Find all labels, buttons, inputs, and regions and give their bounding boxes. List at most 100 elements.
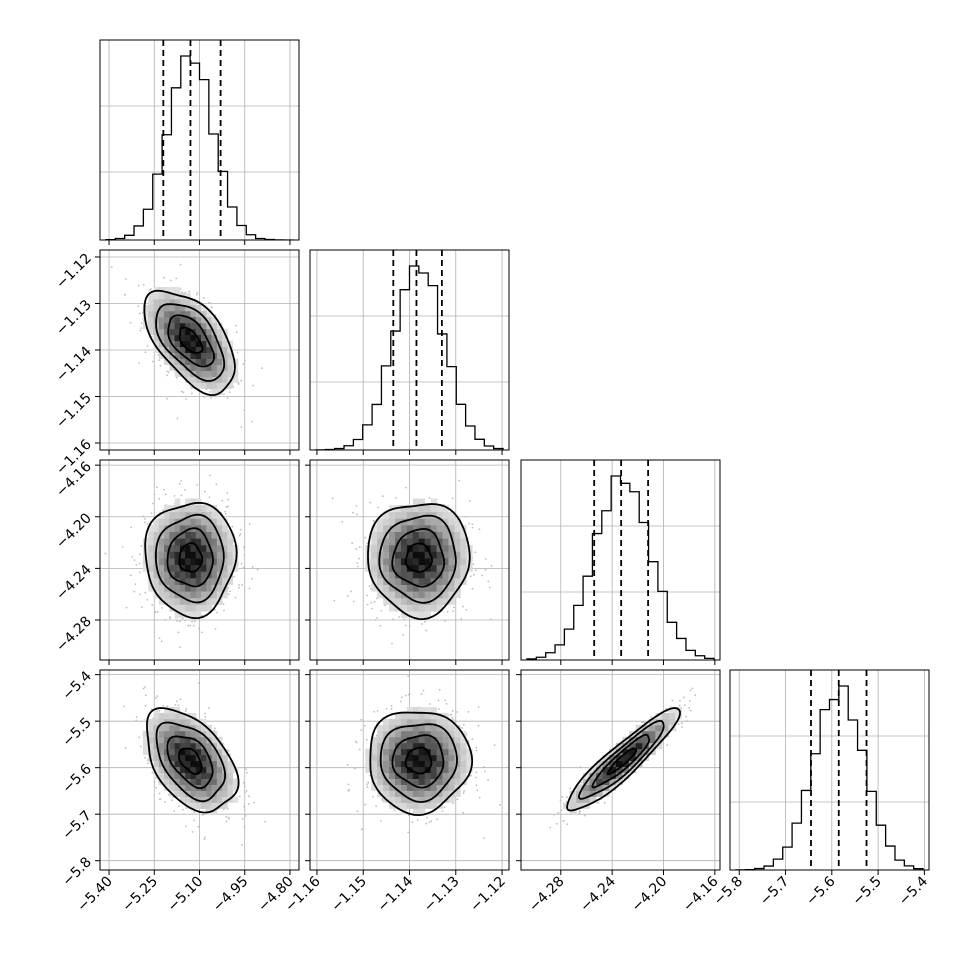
- density-cell: [185, 591, 191, 599]
- density-cell: [158, 558, 165, 566]
- density-cell: [661, 730, 669, 738]
- density-cell: [216, 558, 223, 566]
- density-cell: [406, 724, 414, 732]
- density-cell: [158, 310, 165, 318]
- density-cell: [424, 796, 432, 803]
- contour-line: [167, 314, 215, 368]
- sample-point: [225, 506, 228, 508]
- density-cell: [174, 538, 181, 546]
- density-cell: [185, 730, 191, 738]
- density-cell: [454, 564, 461, 572]
- density-cell: [412, 784, 420, 791]
- sample-point: [161, 607, 163, 609]
- density-cell: [169, 558, 176, 566]
- density-cell: [418, 718, 426, 726]
- sample-point: [681, 726, 683, 728]
- density-cell: [164, 778, 170, 785]
- density-cell: [185, 370, 191, 377]
- sample-point: [163, 488, 166, 491]
- density-cell: [377, 524, 384, 532]
- sample-point: [475, 746, 478, 749]
- density-cell: [436, 564, 443, 572]
- density-cell: [190, 564, 197, 572]
- density-cell: [153, 292, 160, 300]
- sample-point: [250, 577, 253, 580]
- density-cell: [227, 571, 234, 579]
- density-cell: [609, 772, 617, 780]
- density-cell: [232, 376, 239, 383]
- density-cell: [216, 531, 223, 539]
- density-cell: [448, 597, 455, 605]
- joint-panel-3-1: −1.16 −1.15 −1.14 −1.13 −1.12: [282, 669, 510, 915]
- density-cell: [195, 591, 202, 599]
- density-cell: [424, 790, 432, 797]
- density-cell: [158, 766, 165, 774]
- density-cell: [169, 531, 176, 539]
- density-cell: [169, 364, 176, 371]
- density-cell: [179, 298, 186, 306]
- density-cell: [174, 772, 181, 780]
- histogram-panel-1: [309, 249, 510, 455]
- density-cell: [148, 564, 154, 572]
- density-cell: [201, 604, 207, 612]
- density-cell: [448, 571, 455, 579]
- density-cell: [148, 558, 154, 566]
- density-cell: [602, 790, 610, 797]
- density-cell: [596, 784, 604, 791]
- sample-point: [369, 501, 372, 504]
- density-cell: [174, 577, 181, 585]
- density-cell: [206, 584, 212, 592]
- density-cell: [201, 544, 207, 552]
- sample-point: [179, 263, 182, 266]
- density-cell: [661, 724, 669, 732]
- density-cell: [179, 790, 186, 797]
- density-cell: [454, 577, 461, 585]
- density-cell: [169, 328, 176, 336]
- density-cell: [412, 551, 420, 559]
- panel-content: [521, 460, 720, 660]
- density-cell: [206, 310, 212, 318]
- density-cell: [179, 584, 186, 592]
- density-cell: [661, 718, 669, 726]
- density-cell: [642, 748, 650, 756]
- density-cell: [383, 538, 390, 546]
- density-cell: [430, 736, 437, 744]
- sample-point: [156, 610, 159, 613]
- sample-point: [214, 628, 217, 630]
- density-cell: [466, 754, 473, 762]
- density-cell: [400, 796, 408, 803]
- density-cell: [211, 754, 218, 762]
- density-cell: [190, 784, 197, 791]
- density-cell: [418, 754, 426, 762]
- density-cell: [389, 730, 396, 738]
- density-cell: [394, 736, 402, 744]
- density-cell: [153, 584, 160, 592]
- sample-point: [469, 774, 472, 777]
- density-cell: [164, 292, 170, 300]
- density-cell: [179, 505, 186, 513]
- density-cell: [211, 511, 218, 519]
- density-cell: [164, 706, 170, 714]
- sample-point: [242, 363, 245, 365]
- sample-point: [243, 785, 246, 788]
- sample-point: [691, 687, 694, 690]
- sample-point: [402, 633, 405, 636]
- density-cell: [424, 742, 432, 750]
- panel-content: [100, 250, 299, 450]
- sample-point: [158, 359, 161, 362]
- density-cell: [394, 544, 402, 552]
- density-cell: [442, 784, 449, 791]
- density-cell: [635, 748, 643, 756]
- density-cell: [418, 736, 426, 744]
- density-cell: [418, 724, 426, 732]
- panel-frame: [520, 459, 721, 661]
- density-cell: [190, 772, 197, 780]
- density-cell: [648, 736, 656, 744]
- sample-point: [473, 573, 475, 576]
- density-cell: [227, 577, 234, 585]
- sample-point: [367, 781, 370, 784]
- density-cell: [206, 352, 212, 360]
- density-cell: [153, 298, 160, 306]
- sample-point: [390, 705, 393, 707]
